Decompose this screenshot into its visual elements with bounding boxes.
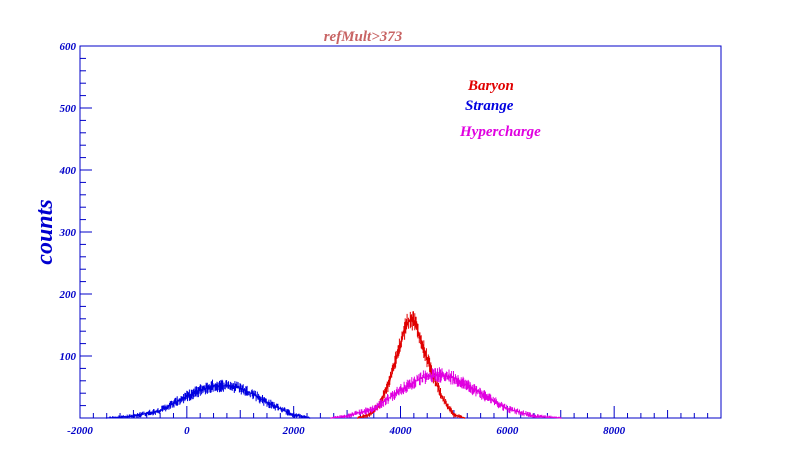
series-line xyxy=(357,317,465,419)
data-point xyxy=(421,376,423,379)
data-point xyxy=(442,398,445,401)
y-tick-label: 100 xyxy=(60,351,77,363)
data-point xyxy=(105,417,108,419)
data-point xyxy=(239,387,242,390)
legend-hypercharge: Hypercharge xyxy=(459,124,541,140)
data-point xyxy=(292,414,295,416)
y-tick-label: 200 xyxy=(59,289,77,301)
data-point xyxy=(405,324,407,326)
y-tick-label: 600 xyxy=(60,41,77,53)
data-point xyxy=(453,376,455,379)
data-point xyxy=(559,417,562,419)
x-tick-label: 6000 xyxy=(496,425,519,437)
data-point xyxy=(266,401,268,404)
series-baryon xyxy=(356,311,466,419)
x-tick-label: 8000 xyxy=(603,425,626,437)
series-strange xyxy=(105,379,311,419)
data-point xyxy=(437,373,439,376)
data-point xyxy=(330,417,332,419)
data-point xyxy=(463,417,466,419)
data-point xyxy=(186,395,188,398)
series-errorbars xyxy=(357,311,465,418)
y-tick-label: 300 xyxy=(59,227,77,239)
data-point xyxy=(356,417,359,419)
data-point xyxy=(367,414,370,416)
data-point xyxy=(399,389,402,391)
data-point xyxy=(410,318,412,320)
x-tick-label: -2000 xyxy=(67,425,93,437)
data-point xyxy=(415,325,418,328)
series-hypercharge xyxy=(330,367,562,419)
data-point xyxy=(479,392,482,395)
data-point xyxy=(226,384,228,387)
data-point xyxy=(159,409,161,412)
y-tick-label: 500 xyxy=(60,103,77,115)
y-axis-label: counts xyxy=(32,199,58,264)
data-point xyxy=(372,407,375,410)
legend-strange: Strange xyxy=(465,98,514,114)
data-point xyxy=(252,393,255,396)
data-point xyxy=(421,342,423,345)
data-point xyxy=(132,415,135,417)
data-point xyxy=(533,415,535,417)
data-point xyxy=(453,414,455,416)
x-tick-label: 2000 xyxy=(282,425,306,437)
data-point xyxy=(346,415,348,417)
data-point xyxy=(389,380,391,382)
plot-frame xyxy=(79,45,722,419)
data-point xyxy=(506,407,509,410)
x-tick-label: 4000 xyxy=(389,425,413,437)
data-point xyxy=(199,389,201,391)
x-tick-label: 0 xyxy=(184,425,190,437)
data-point xyxy=(308,417,311,419)
data-point xyxy=(399,342,402,345)
legend-baryon: Baryon xyxy=(467,78,514,94)
series-errorbars xyxy=(106,379,310,418)
y-tick-label: 400 xyxy=(59,165,77,177)
series-errorbars xyxy=(331,367,561,418)
data-point xyxy=(212,384,215,387)
chart-title: refMult>373 xyxy=(324,29,403,45)
